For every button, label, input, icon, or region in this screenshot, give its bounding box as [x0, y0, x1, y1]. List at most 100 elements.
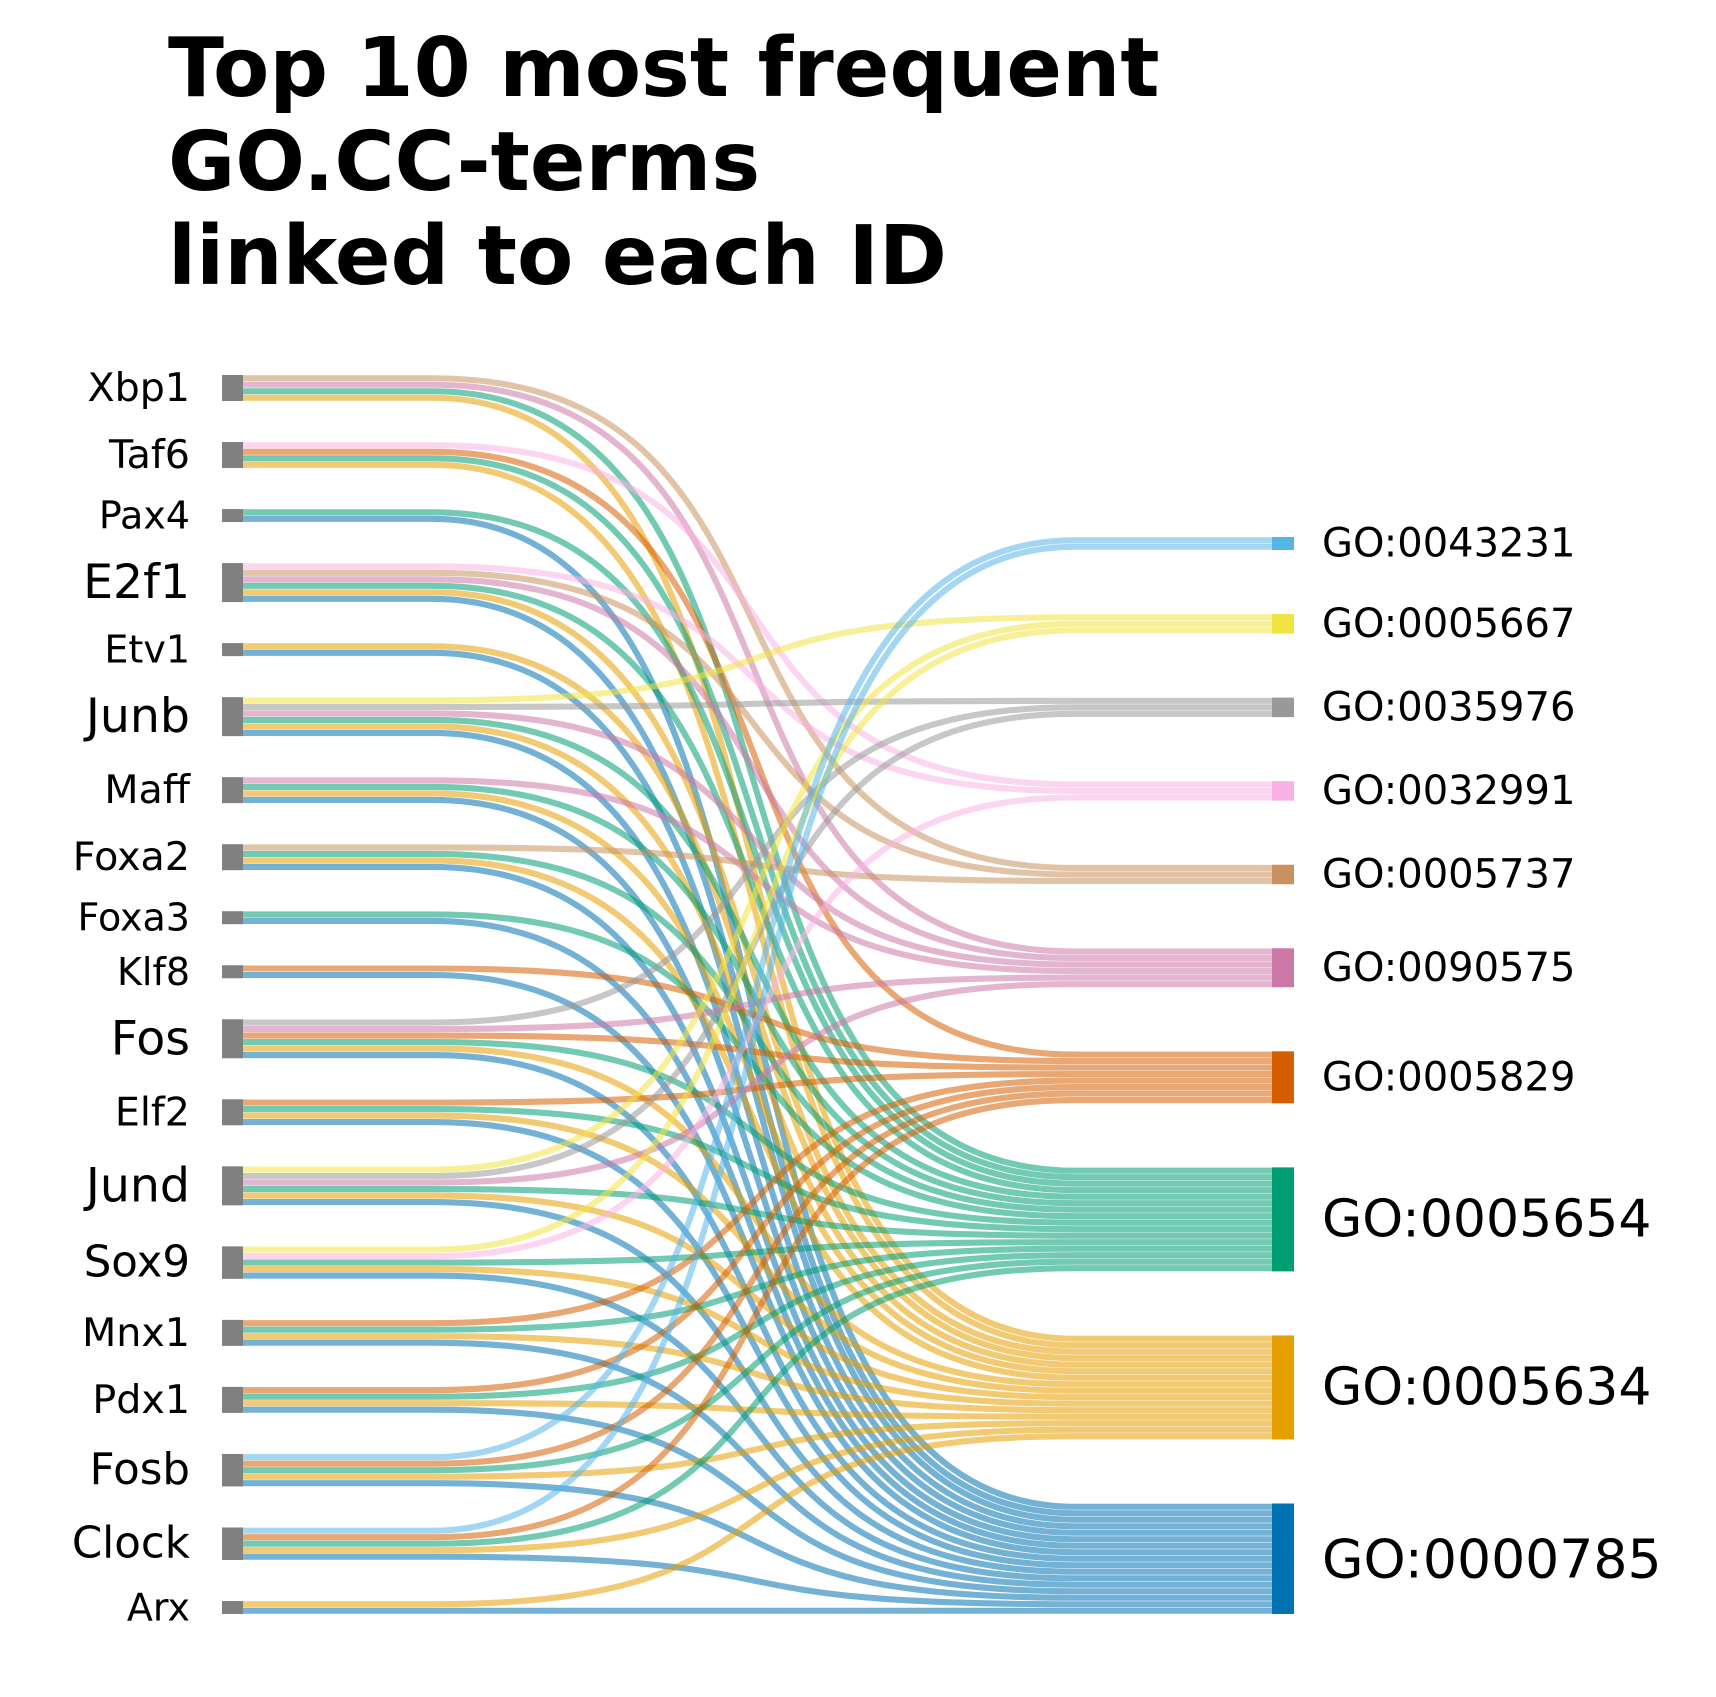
source-label-mnx1: Mnx1 — [82, 1310, 190, 1356]
node-go-0032991 — [1272, 781, 1294, 801]
link-xbp1-go-0090575 — [243, 381, 1272, 955]
source-label-pax4: Pax4 — [99, 494, 190, 538]
link-sox9-go-0000785 — [243, 1272, 1272, 1582]
node-go-0005654 — [1272, 1167, 1294, 1272]
links-layer — [243, 375, 1272, 1614]
link-pdx1-go-0005829 — [243, 1084, 1272, 1394]
target-label-go-0043231: GO:0043231 — [1322, 521, 1575, 567]
link-foxa3-go-0005654 — [243, 911, 1272, 1220]
target-label-go-0035976: GO:0035976 — [1322, 684, 1575, 730]
link-fosb-go-0005634 — [243, 1420, 1272, 1480]
link-clock-go-0005654 — [243, 1265, 1272, 1547]
source-label-sox9: Sox9 — [84, 1238, 190, 1288]
link-sox9-go-0005634 — [243, 1266, 1272, 1407]
source-label-fosb: Fosb — [90, 1445, 190, 1495]
link-klf8-go-0005829 — [243, 965, 1272, 1065]
link-elf2-go-0005829 — [243, 1071, 1272, 1106]
node-arx — [222, 1601, 243, 1614]
source-label-jund: Jund — [83, 1158, 190, 1213]
chart-title-line-3: linked to each ID — [168, 209, 947, 304]
node-go-0000785 — [1272, 1503, 1294, 1614]
link-taf6-go-0032991 — [243, 442, 1272, 788]
link-junb-go-0090575 — [243, 710, 1272, 968]
node-pdx1 — [222, 1386, 243, 1413]
node-elf2 — [222, 1099, 243, 1126]
labels-layer: Xbp1 Taf6 Pax4 E2f1 Etv1 Junb Maff Foxa2 Foxa3 Kl… — [72, 365, 1662, 1630]
link-clock-go-0005829 — [243, 1097, 1272, 1541]
link-pdx1-go-0005654 — [243, 1252, 1272, 1400]
node-e2f1 — [222, 563, 243, 603]
node-xbp1 — [222, 375, 243, 401]
target-label-go-0032991: GO:0032991 — [1322, 768, 1575, 814]
link-jund-go-0005654 — [243, 1186, 1272, 1239]
link-e2f1-go-0000785 — [243, 595, 1272, 1517]
link-clock-go-0000785 — [243, 1553, 1272, 1608]
link-junb-go-0005667 — [243, 614, 1272, 704]
node-foxa3 — [222, 911, 243, 925]
node-go-0005829 — [1272, 1051, 1294, 1104]
node-foxa2 — [222, 844, 243, 871]
source-label-maff: Maff — [104, 767, 191, 813]
node-jund — [222, 1166, 243, 1206]
node-etv1 — [222, 643, 243, 657]
target-label-go-0090575: GO:0090575 — [1322, 945, 1575, 991]
node-go-0005667 — [1272, 614, 1294, 634]
link-jund-go-0090575 — [243, 980, 1272, 1186]
node-mnx1 — [222, 1319, 243, 1346]
node-junb — [222, 697, 243, 737]
link-e2f1-go-0032991 — [243, 563, 1272, 794]
link-foxa3-go-0000785 — [243, 917, 1272, 1549]
link-fos-go-0035976 — [243, 704, 1272, 1026]
link-junb-go-0035976 — [243, 697, 1272, 710]
link-arx-go-0005634 — [243, 1433, 1272, 1608]
node-go-0090575 — [1272, 948, 1294, 988]
source-label-pdx1: Pdx1 — [92, 1377, 190, 1423]
source-label-klf8: Klf8 — [117, 950, 190, 994]
source-label-xbp1: Xbp1 — [87, 365, 190, 411]
node-maff — [222, 777, 243, 804]
chart-title: Top 10 most frequent GO.CC-terms linked … — [168, 22, 1160, 304]
node-go-0035976 — [1272, 697, 1294, 718]
link-fosb-go-0005654 — [243, 1258, 1272, 1474]
link-maff-go-0090575 — [243, 777, 1272, 975]
chart-title-line-1: Top 10 most frequent — [168, 21, 1160, 116]
target-label-go-0000785: GO:0000785 — [1322, 1527, 1662, 1590]
target-label-go-0005829: GO:0005829 — [1322, 1054, 1575, 1100]
link-mnx1-go-0005654 — [243, 1245, 1272, 1333]
node-sox9 — [222, 1246, 243, 1279]
link-fos-go-0005654 — [243, 1038, 1272, 1226]
link-fosb-go-0005829 — [243, 1090, 1272, 1467]
source-label-etv1: Etv1 — [104, 628, 190, 672]
node-go-0043231 — [1272, 537, 1294, 550]
link-fosb-go-0043231 — [243, 537, 1272, 1461]
link-e2f1-go-0005737 — [243, 569, 1272, 878]
link-taf6-go-0005634 — [243, 461, 1272, 1349]
source-label-fos: Fos — [111, 1011, 190, 1066]
link-jund-go-0005634 — [243, 1192, 1272, 1401]
source-label-arx: Arx — [127, 1586, 190, 1630]
link-elf2-go-0005654 — [243, 1106, 1272, 1233]
target-label-go-0005634: GO:0005634 — [1322, 1357, 1651, 1417]
target-label-go-0005667: GO:0005667 — [1322, 601, 1575, 647]
link-clock-go-0005634 — [243, 1426, 1272, 1554]
link-fos-go-0005634 — [243, 1045, 1272, 1388]
node-taf6 — [222, 442, 243, 469]
link-fos-go-0000785 — [243, 1051, 1272, 1562]
link-sox9-go-0005654 — [243, 1239, 1272, 1266]
node-clock — [222, 1527, 243, 1560]
link-e2f1-go-0005654 — [243, 582, 1272, 1194]
node-go-0005737 — [1272, 864, 1294, 885]
link-mnx1-go-0005634 — [243, 1333, 1272, 1414]
link-clock-go-0043231 — [243, 543, 1272, 1534]
link-pax4-go-0005654 — [243, 509, 1272, 1187]
node-go-0005634 — [1272, 1335, 1294, 1440]
chart-title-line-2: GO.CC-terms — [168, 115, 761, 210]
node-pax4 — [222, 509, 243, 523]
link-foxa2-go-0005634 — [243, 857, 1272, 1381]
link-mnx1-go-0005829 — [243, 1077, 1272, 1327]
source-label-e2f1: E2f1 — [83, 555, 190, 610]
source-label-junb: Junb — [83, 689, 190, 744]
node-klf8 — [222, 965, 243, 979]
link-taf6-go-0005654 — [243, 455, 1272, 1181]
target-label-go-0005737: GO:0005737 — [1322, 851, 1575, 897]
